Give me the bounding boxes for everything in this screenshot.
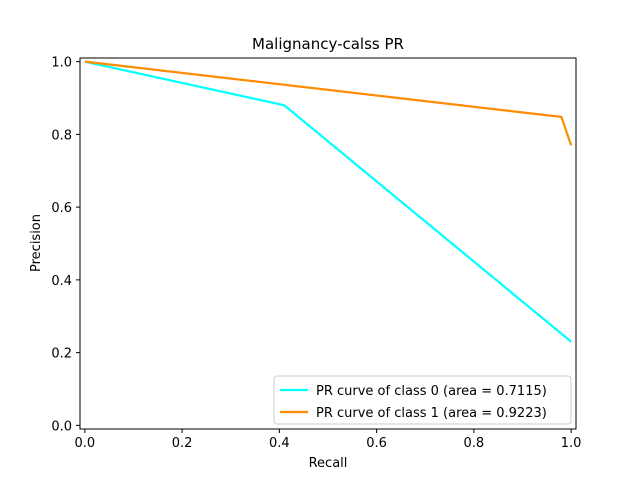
x-tick-label: 0.6 bbox=[366, 436, 387, 451]
y-tick-label: 0.0 bbox=[51, 419, 72, 434]
y-tick-label: 1.0 bbox=[51, 56, 72, 71]
y-tick-label: 0.2 bbox=[51, 347, 72, 362]
legend-entry-class-1: PR curve of class 1 (area = 0.9223) bbox=[316, 406, 547, 421]
plot-area: 0.0 0.2 0.4 0.6 0.8 1.0 0.0 0.2 0.4 0.6 0.8 1.0 bbox=[51, 56, 581, 451]
y-tick-label: 0.8 bbox=[51, 128, 72, 143]
x-tick-label: 1.0 bbox=[561, 436, 582, 451]
x-tick-label: 0.2 bbox=[172, 436, 193, 451]
chart-title: Malignancy-calss PR bbox=[252, 35, 404, 53]
x-tick-label: 0.8 bbox=[464, 436, 485, 451]
y-tick-label: 0.6 bbox=[51, 201, 72, 216]
y-tick-label: 0.4 bbox=[51, 274, 72, 289]
series-line-class-0 bbox=[84, 60, 572, 343]
x-axis-label: Recall bbox=[309, 456, 348, 471]
legend: PR curve of class 0 (area = 0.7115) PR cu… bbox=[273, 375, 572, 425]
series-line-class-1 bbox=[84, 60, 573, 146]
plot-frame bbox=[79, 57, 577, 430]
legend-box bbox=[273, 375, 572, 425]
y-axis-label: Precision bbox=[29, 214, 44, 272]
legend-entry-class-0: PR curve of class 0 (area = 0.7115) bbox=[316, 384, 547, 399]
x-tick-label: 0.4 bbox=[269, 436, 290, 451]
x-tick-label: 0.0 bbox=[75, 436, 96, 451]
